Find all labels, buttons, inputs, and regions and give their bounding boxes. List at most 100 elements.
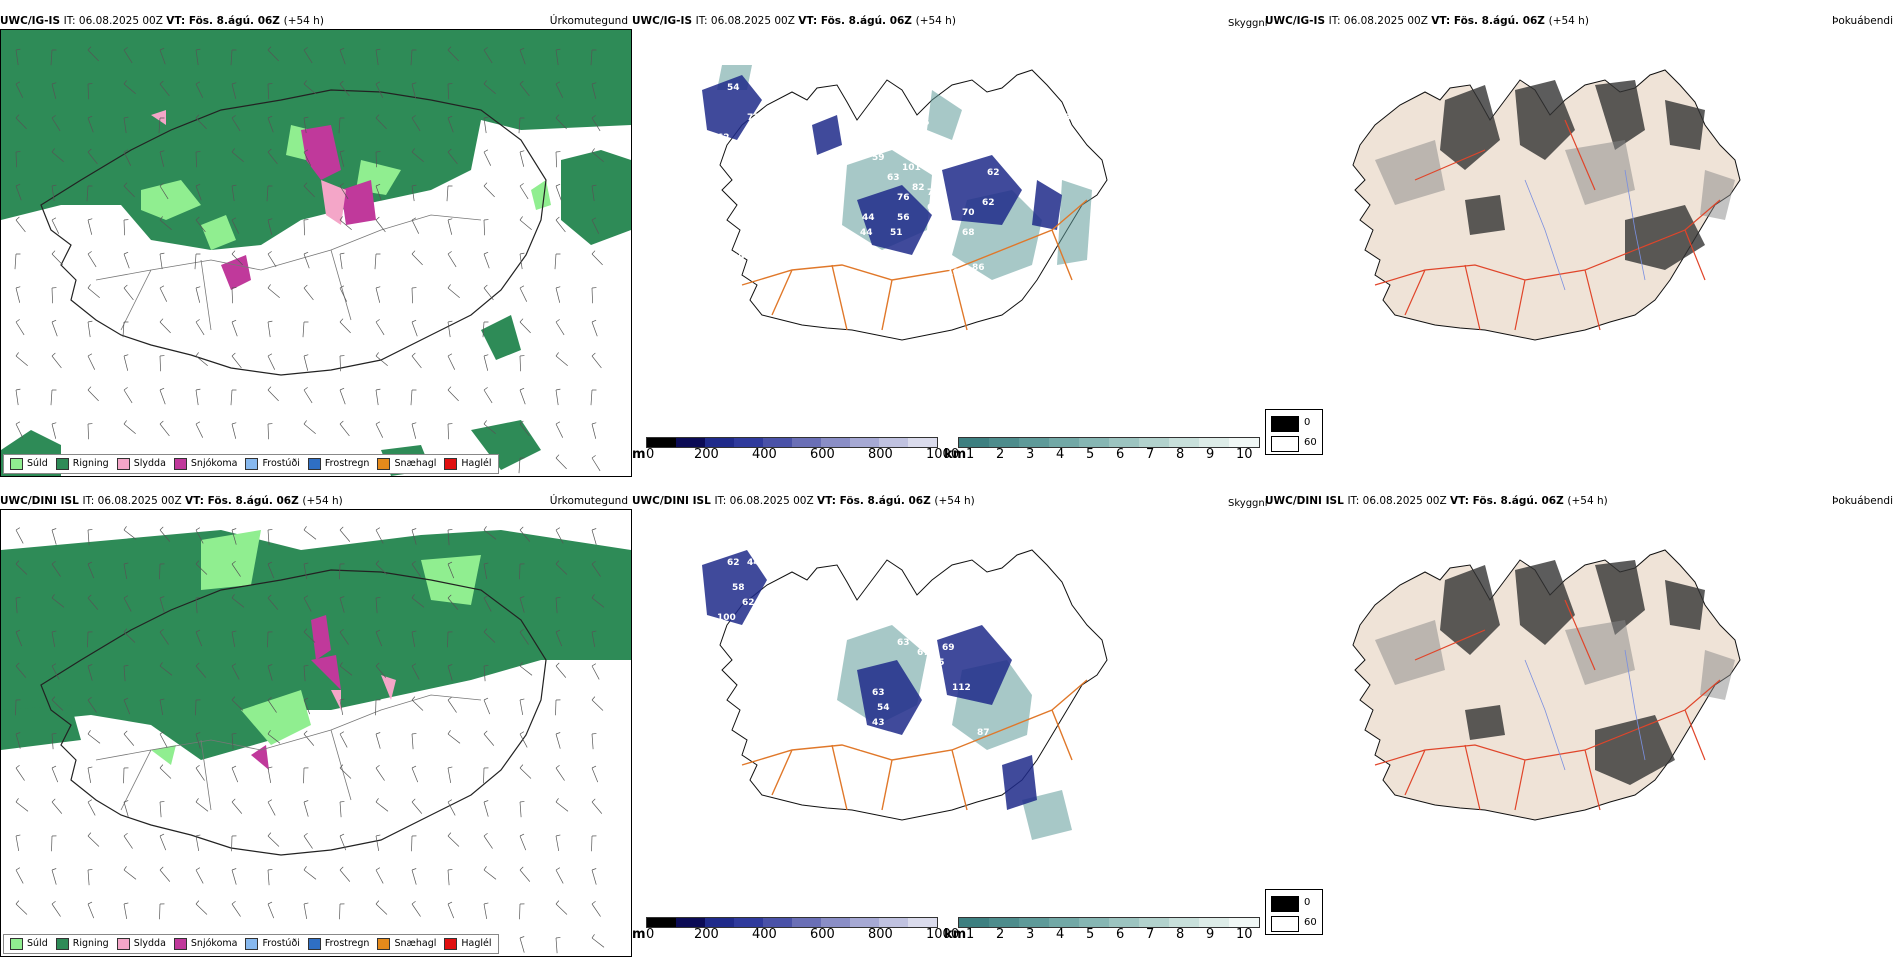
fog-gradient-area <box>1565 620 1635 685</box>
visibility-label: 67 <box>737 148 750 158</box>
panel-header: UWC/DINI ISL IT: 06.08.2025 00Z VT: Fös.… <box>0 494 630 508</box>
wind-barb <box>447 901 455 919</box>
wind-barb <box>123 526 137 540</box>
wind-barb <box>411 594 425 608</box>
wind-barb <box>51 733 57 750</box>
roads <box>95 694 482 811</box>
wind-barb <box>339 866 351 882</box>
precip-map-frame: Súld Rigning Slydda Snjókoma Frostúði Frostre… <box>0 29 632 477</box>
colorbar-segment <box>792 918 821 927</box>
wind-barb <box>555 699 561 716</box>
legend-item: Haglél <box>444 935 492 953</box>
wind-barb <box>555 151 561 168</box>
wind-barb <box>591 900 601 917</box>
valid-time-label: VT: <box>798 15 821 27</box>
panel-title-precip: Úrkomutegund <box>549 15 628 27</box>
wind-barb <box>483 628 496 643</box>
legend-label: Frostregn <box>324 938 370 949</box>
wind-barb <box>15 900 28 915</box>
wind-barb <box>339 596 345 613</box>
visibility-label: 62 <box>727 558 740 568</box>
wind-barb <box>303 832 313 849</box>
wind-barb <box>87 46 99 62</box>
wind-barb <box>447 696 457 713</box>
colorbar-tick: 400 <box>752 927 777 942</box>
wind-barb <box>375 699 381 716</box>
wind-barb <box>303 354 309 371</box>
wind-barb <box>375 560 388 575</box>
wind-barb <box>15 183 22 201</box>
wind-barb <box>555 798 569 812</box>
wind-barb <box>51 900 61 917</box>
snow-area <box>311 615 331 660</box>
wind-barb <box>15 48 21 66</box>
colorbar-segment <box>959 918 989 927</box>
wind-barb <box>591 594 605 608</box>
wind-barb <box>519 596 525 613</box>
wind-barb <box>375 732 381 749</box>
wind-barb <box>15 560 28 575</box>
wind-barb <box>375 114 387 130</box>
wind-barb <box>483 387 493 404</box>
wind-barb <box>87 664 93 681</box>
wind-barb <box>483 526 497 540</box>
visibility-panel: UWC/IG-IS IT: 06.08.2025 00Z VT: Fös. 8.… <box>632 14 1268 484</box>
low-visibility-area <box>702 550 767 625</box>
wind-barb <box>195 560 208 575</box>
wind-barb <box>411 250 423 266</box>
fog-panel: UWC/IG-IS IT: 06.08.2025 00Z VT: Fös. 8.… <box>1265 14 1895 484</box>
legend-swatch <box>55 938 69 950</box>
wind-barb <box>555 732 561 749</box>
wind-barb <box>195 286 201 303</box>
wind-barb <box>195 114 207 130</box>
visibility-label: 85 <box>927 698 940 708</box>
visibility-label: 54 <box>877 703 890 713</box>
wind-barb <box>518 457 525 474</box>
wind-barb <box>411 798 423 814</box>
wind-barb <box>159 355 165 372</box>
colorbar-tick: 6 <box>1116 927 1125 942</box>
wind-barb <box>123 219 129 236</box>
drizzle-area <box>531 180 551 210</box>
wind-barb <box>375 421 384 438</box>
colorbar-segment <box>908 438 937 447</box>
wind-barb <box>303 730 315 746</box>
wind-barb <box>159 563 165 580</box>
wind-barb <box>339 731 348 748</box>
wind-barb <box>303 902 309 920</box>
wind-barb <box>87 284 100 299</box>
wind-barb <box>15 699 21 716</box>
valid-time-value: Fös. 8.ágú. 06Z <box>839 495 935 507</box>
wind-barb <box>375 629 383 647</box>
roads <box>1374 599 1721 811</box>
wind-barb <box>51 184 57 202</box>
wind-barb <box>123 562 129 580</box>
wind-barb <box>159 216 172 231</box>
lead-time: (+54 h) <box>302 495 343 507</box>
visibility-label: 110 <box>947 268 966 278</box>
wind-barb <box>267 730 281 744</box>
visibility-label: 86 <box>972 263 985 273</box>
visibility-label: 63 <box>872 688 885 698</box>
wind-barb <box>15 286 21 303</box>
colorbar-segment <box>763 918 792 927</box>
wind-barb <box>51 217 60 234</box>
wind-barb <box>375 867 384 884</box>
wind-barb <box>339 764 352 779</box>
legend-label: Rigning <box>72 938 109 949</box>
valid-time-label: VT: <box>1431 15 1454 27</box>
legend-item: Slydda <box>116 455 166 473</box>
wind-barb <box>591 455 601 472</box>
wind-barb <box>303 665 309 682</box>
wind-barb <box>159 596 165 613</box>
wind-barb <box>447 631 453 648</box>
wind-barb <box>518 117 525 134</box>
wind-barb <box>87 353 96 370</box>
wind-barb <box>51 630 57 648</box>
wind-barb <box>447 148 458 165</box>
visibility-label: 99 <box>932 608 945 618</box>
visibility-area <box>927 90 962 140</box>
colorbar-segment <box>734 438 763 447</box>
wind-barb <box>159 698 165 716</box>
wind-barb <box>195 352 208 367</box>
